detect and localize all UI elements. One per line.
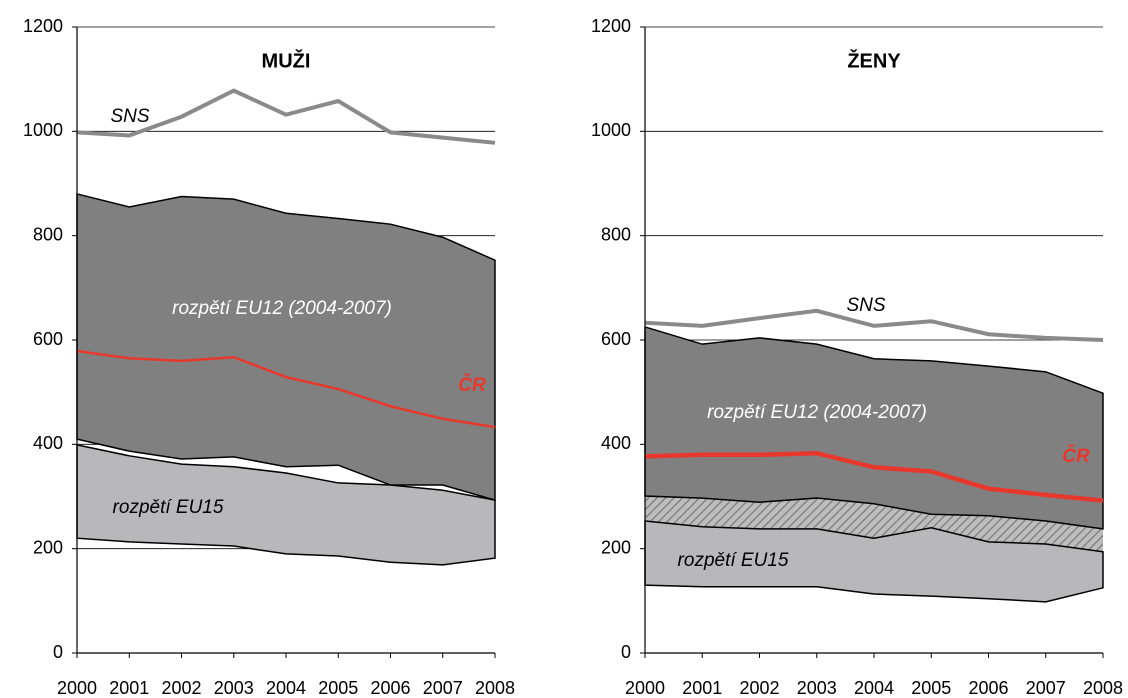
series-label: rozpětí EU12 (2004-2007) bbox=[172, 298, 392, 319]
y-tick-label: 800 bbox=[601, 224, 631, 244]
band bbox=[76, 192, 496, 502]
x-tick-label: 2008 bbox=[1083, 678, 1123, 698]
line bbox=[644, 308, 1104, 342]
band bbox=[76, 443, 496, 566]
series-label: rozpětí EU12 (2004-2007) bbox=[707, 402, 927, 423]
y-tick-label: 800 bbox=[33, 224, 63, 244]
x-tick-label: 2001 bbox=[682, 678, 722, 698]
chart-title: MUŽI bbox=[262, 48, 311, 72]
line bbox=[644, 450, 1104, 503]
series-label: SNS bbox=[846, 295, 885, 316]
line bbox=[76, 349, 496, 429]
x-tick-label: 2006 bbox=[370, 678, 410, 698]
x-tick-label: 2005 bbox=[911, 678, 951, 698]
x-tick-label: 2000 bbox=[57, 678, 97, 698]
y-tick-label: 600 bbox=[601, 329, 631, 349]
series-label: rozpětí EU15 bbox=[678, 550, 789, 571]
x-tick-label: 2006 bbox=[968, 678, 1008, 698]
series-label: SNS bbox=[110, 106, 149, 127]
y-tick-label: 200 bbox=[33, 537, 63, 557]
x-tick-label: 2004 bbox=[854, 678, 894, 698]
y-tick-label: 1200 bbox=[591, 16, 631, 36]
y-tick-label: 0 bbox=[53, 642, 63, 662]
band bbox=[644, 325, 1104, 530]
x-tick-label: 2003 bbox=[214, 678, 254, 698]
x-tick-label: 2000 bbox=[625, 678, 665, 698]
band bbox=[644, 520, 1104, 603]
x-tick-label: 2002 bbox=[739, 678, 779, 698]
x-tick-label: 2007 bbox=[423, 678, 463, 698]
y-tick-label: 0 bbox=[621, 642, 631, 662]
x-tick-label: 2007 bbox=[1026, 678, 1066, 698]
x-tick-label: 2001 bbox=[109, 678, 149, 698]
series-label: ČR bbox=[458, 374, 486, 396]
y-tick-label: 200 bbox=[601, 537, 631, 557]
y-tick-label: 600 bbox=[33, 329, 63, 349]
y-tick-label: 400 bbox=[601, 433, 631, 453]
line bbox=[76, 88, 496, 145]
series-label: rozpětí EU15 bbox=[113, 497, 224, 518]
y-tick-label: 1000 bbox=[23, 120, 63, 140]
y-tick-label: 1200 bbox=[23, 16, 63, 36]
hatch-gap bbox=[645, 495, 1103, 552]
x-tick-label: 2003 bbox=[797, 678, 837, 698]
x-tick-label: 2005 bbox=[318, 678, 358, 698]
x-tick-label: 2004 bbox=[266, 678, 306, 698]
series-label: ČR bbox=[1062, 445, 1090, 467]
y-tick-label: 400 bbox=[33, 433, 63, 453]
x-tick-label: 2008 bbox=[475, 678, 515, 698]
chart-title: ŽENY bbox=[847, 48, 901, 72]
x-tick-label: 2002 bbox=[161, 678, 201, 698]
y-tick-label: 1000 bbox=[591, 120, 631, 140]
